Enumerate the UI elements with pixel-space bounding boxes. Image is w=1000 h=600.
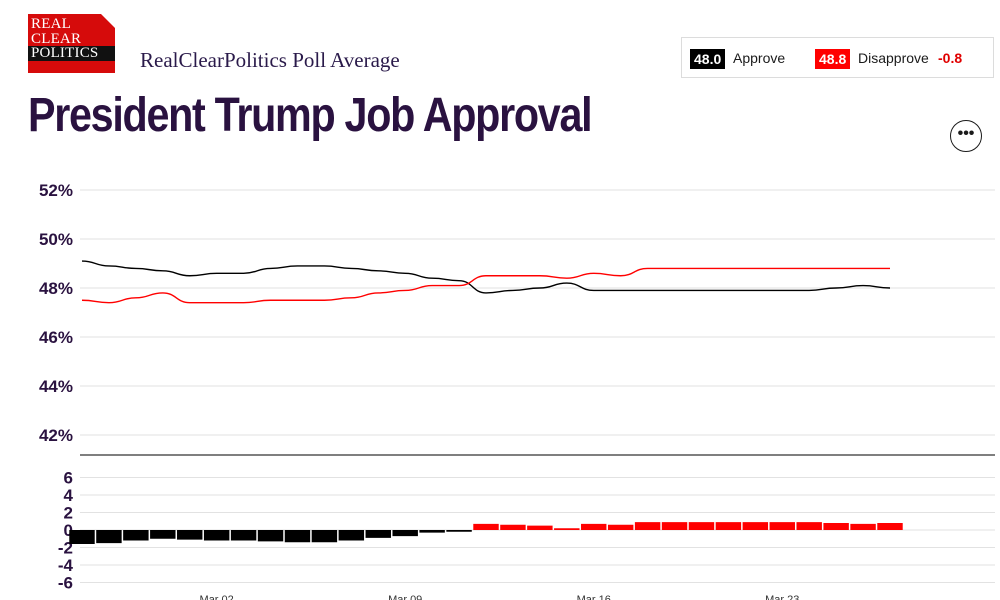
spread-bar [203, 530, 230, 541]
spread-bar [715, 522, 742, 530]
spread-bar [177, 530, 203, 540]
bar-y-tick-label: 4 [64, 486, 74, 505]
spread-bar [96, 530, 122, 544]
site-subtitle: RealClearPolitics Poll Average [140, 48, 400, 72]
line-chart-grid [80, 189, 995, 436]
series-line-disapprove [81, 267, 890, 304]
y-tick-label: 46% [39, 328, 73, 347]
spread-bar [230, 530, 257, 541]
bar-y-tick-label: 0 [64, 521, 73, 540]
spread-bar [392, 530, 418, 537]
page-title: President Trump Job Approval [28, 89, 593, 142]
spread-bar [742, 522, 769, 530]
spread-bar [69, 530, 95, 544]
bar-y-tick-label: 6 [64, 469, 73, 488]
spread-bar [419, 530, 445, 533]
bar-y-tick-label: -6 [58, 574, 73, 593]
rcp-logo[interactable]: REAL CLEAR POLITICS [28, 14, 115, 73]
spread-bar [500, 524, 526, 530]
spread-bar [365, 530, 391, 538]
spread-bar [688, 522, 715, 530]
logo-line-real: REAL [31, 16, 71, 32]
more-options-button[interactable]: ••• [950, 120, 982, 152]
x-tick-label: Mar 16 [577, 594, 611, 600]
approve-value-badge: 48.0 [690, 49, 726, 69]
spread-bar [257, 530, 284, 542]
spread-bar [634, 522, 661, 530]
x-tick-label: Mar 09 [388, 594, 422, 600]
spread-bar [473, 523, 499, 530]
logo-line-clear: CLEAR [31, 30, 82, 47]
line-chart-y-ticks: 52% 50% 48% 46% 44% 42% [39, 181, 73, 445]
spread-bar [123, 530, 149, 541]
logo-text: REAL CLEAR POLITICS [28, 16, 115, 61]
spread-bar [150, 530, 176, 539]
bar-chart-bars [69, 522, 903, 544]
spread-bar [554, 528, 580, 530]
spread-bar [850, 523, 876, 530]
series-line-approve [81, 260, 891, 294]
y-tick-label: 42% [39, 426, 73, 445]
spread-bar [661, 522, 688, 530]
legend-box: 48.0 Approve 48.8 Disapprove -0.8 [681, 37, 994, 78]
x-axis-ticks: Mar 02 Mar 09 Mar 16 Mar 23 [200, 594, 800, 600]
spread-bar [796, 522, 822, 530]
line-chart-series [81, 260, 891, 304]
y-tick-label: 44% [39, 377, 73, 396]
spread-bar [581, 523, 607, 530]
more-options-icon: ••• [957, 125, 975, 142]
bar-y-tick-label: -2 [58, 539, 73, 558]
spread-bar [311, 530, 338, 543]
disapprove-value-badge: 48.8 [815, 49, 851, 69]
spread-bar [607, 524, 634, 530]
spread-bar [338, 530, 365, 541]
x-tick-label: Mar 23 [765, 594, 799, 600]
disapprove-label: Disapprove [858, 50, 929, 66]
spread-bar [527, 525, 553, 530]
y-tick-label: 52% [39, 181, 73, 200]
approve-label: Approve [733, 50, 786, 66]
spread-value: -0.8 [938, 50, 963, 66]
bar-y-tick-label: 2 [64, 504, 73, 523]
spread-bar [877, 523, 903, 530]
logo-line-politics: POLITICS [28, 46, 115, 61]
y-tick-label: 50% [39, 230, 73, 249]
y-tick-label: 48% [39, 279, 73, 298]
bar-y-tick-label: -4 [58, 556, 74, 575]
spread-bar [823, 523, 849, 530]
x-tick-label: Mar 02 [200, 594, 234, 600]
logo-corner-fold [101, 14, 115, 28]
spread-bar [446, 530, 472, 532]
spread-bar [769, 522, 795, 530]
spread-bar [284, 530, 311, 543]
